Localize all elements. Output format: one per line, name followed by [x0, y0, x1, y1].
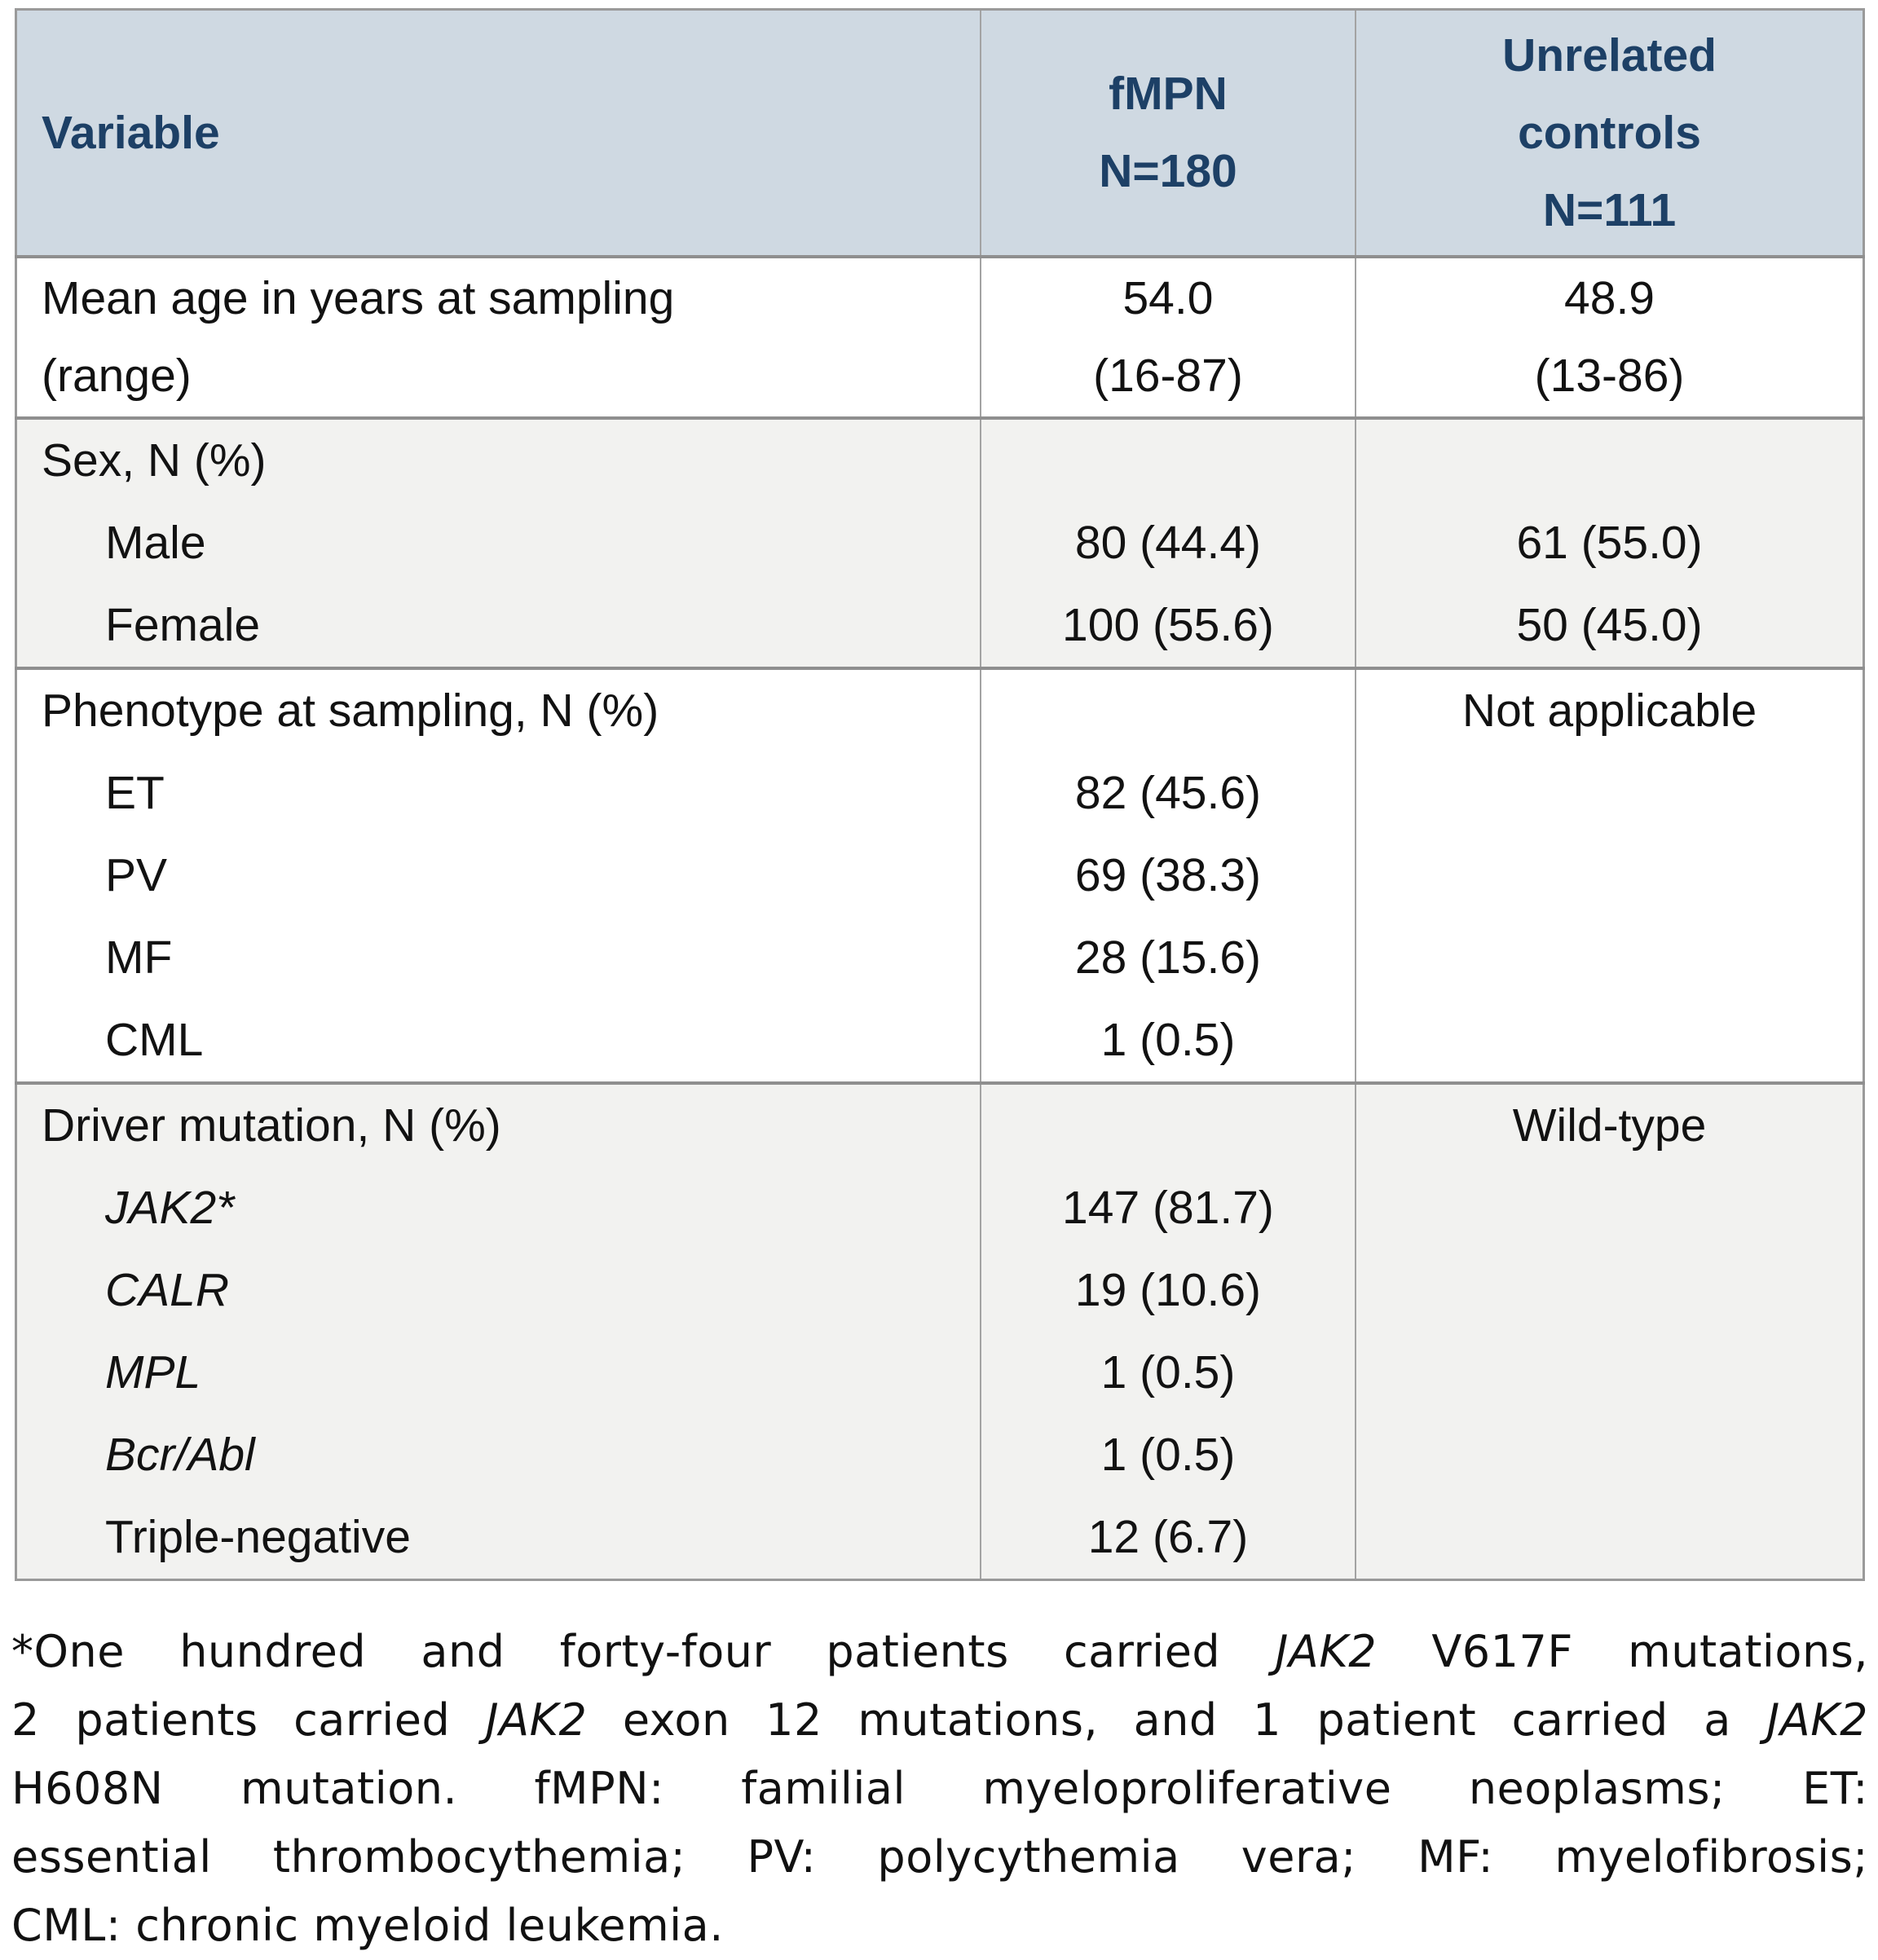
group-phenotype: Phenotype at sampling, N (%) Not applica…: [15, 668, 1864, 1083]
table-row: Phenotype at sampling, N (%) Not applica…: [15, 668, 1864, 752]
value-bcr-abl-fmpn: 1 (0.5): [979, 1414, 1356, 1496]
value-pv-fmpn: 69 (38.3): [979, 835, 1356, 917]
value-male-fmpn: 80 (44.4): [979, 502, 1356, 584]
table-row: MF 28 (15.6): [15, 917, 1864, 999]
value-female-fmpn: 100 (55.6): [979, 584, 1356, 668]
footnote-gene-name: JAK2: [1766, 1694, 1868, 1746]
footnote-line: 2 patients carried JAK2 exon 12 mutation…: [11, 1686, 1868, 1755]
row-label-et: ET: [15, 752, 981, 835]
row-label-mf: MF: [15, 917, 981, 999]
row-label-calr: CALR: [15, 1249, 981, 1332]
group-sex: Sex, N (%) Male 80 (44.4) 61 (55.0) Fema…: [15, 418, 1864, 668]
patient-characteristics-table: Variable fMPN N=180 Unrelated controls N…: [15, 8, 1865, 1581]
row-label-male: Male: [15, 502, 981, 584]
row-label-jak2: JAK2*: [15, 1167, 981, 1249]
footnote-line: H608N mutation. fMPN: familial myeloprol…: [11, 1755, 1868, 1823]
table-row: PV 69 (38.3): [15, 835, 1864, 917]
table-footnote: *One hundred and forty-four patients car…: [11, 1618, 1868, 1960]
value-driver-controls-note: Wild-type: [1355, 1083, 1864, 1167]
footnote-gene-name: JAK2: [1275, 1626, 1378, 1677]
table-row: Mean age in years at sampling (range) 54…: [15, 257, 1864, 418]
header-cell-fmpn: fMPN N=180: [979, 9, 1356, 258]
value-empty: [979, 1083, 1356, 1167]
footnote-text: *One hundred and forty-four patients car…: [11, 1626, 1276, 1677]
footnote-line: *One hundred and forty-four patients car…: [11, 1618, 1868, 1686]
patient-characteristics-figure: Variable fMPN N=180 Unrelated controls N…: [15, 8, 1865, 1581]
value-calr-fmpn: 19 (10.6): [979, 1249, 1356, 1332]
value-triple-negative-fmpn: 12 (6.7): [979, 1496, 1356, 1580]
value-phenotype-controls-note: Not applicable: [1355, 668, 1864, 752]
value-jak2-fmpn: 147 (81.7): [979, 1167, 1356, 1249]
header-cell-variable: Variable: [15, 9, 981, 258]
table-row: ET 82 (45.6): [15, 752, 1864, 835]
table-row: MPL 1 (0.5): [15, 1332, 1864, 1414]
value-female-controls: 50 (45.0): [1355, 584, 1864, 668]
table-row: Sex, N (%): [15, 418, 1864, 502]
row-label-female: Female: [15, 584, 981, 668]
value-cml-fmpn: 1 (0.5): [979, 999, 1356, 1083]
value-mean-age-controls: 48.9 (13-86): [1355, 257, 1864, 418]
footnote-text: 2 patients carried: [11, 1694, 486, 1746]
header-row: Variable fMPN N=180 Unrelated controls N…: [15, 9, 1864, 258]
table-row: CML 1 (0.5): [15, 999, 1864, 1083]
value-empty: [979, 418, 1356, 502]
value-mf-fmpn: 28 (15.6): [979, 917, 1356, 999]
value-empty: [1355, 1414, 1864, 1496]
row-label-sex: Sex, N (%): [15, 418, 981, 502]
row-label-phenotype: Phenotype at sampling, N (%): [15, 668, 981, 752]
footnote-text: exon 12 mutations, and 1 patient carried…: [587, 1694, 1767, 1746]
row-label-pv: PV: [15, 835, 981, 917]
value-et-fmpn: 82 (45.6): [979, 752, 1356, 835]
value-empty: [1355, 1332, 1864, 1414]
footnote-line: essential thrombocythemia; PV: polycythe…: [11, 1823, 1868, 1892]
value-empty: [1355, 1249, 1864, 1332]
footnote-text: V617F mutations,: [1377, 1626, 1868, 1677]
table-row: CALR 19 (10.6): [15, 1249, 1864, 1332]
footnote-line: CML: chronic myeloid leukemia.: [11, 1892, 1868, 1960]
group-driver-mutation: Driver mutation, N (%) Wild-type JAK2* 1…: [15, 1083, 1864, 1580]
table-row: Triple-negative 12 (6.7): [15, 1496, 1864, 1580]
row-label-triple-negative: Triple-negative: [15, 1496, 981, 1580]
value-mpl-fmpn: 1 (0.5): [979, 1332, 1356, 1414]
value-empty: [1355, 917, 1864, 999]
table-row: Male 80 (44.4) 61 (55.0): [15, 502, 1864, 584]
footnote-text: H608N mutation. fMPN: familial myeloprol…: [11, 1763, 1868, 1814]
table-row: Driver mutation, N (%) Wild-type: [15, 1083, 1864, 1167]
table-row: Bcr/Abl 1 (0.5): [15, 1414, 1864, 1496]
footnote-text: CML: chronic myeloid leukemia.: [11, 1900, 724, 1951]
value-empty: [1355, 418, 1864, 502]
value-empty: [1355, 835, 1864, 917]
value-empty: [1355, 1167, 1864, 1249]
value-empty: [1355, 1496, 1864, 1580]
value-mean-age-fmpn: 54.0 (16-87): [979, 257, 1356, 418]
table-row: JAK2* 147 (81.7): [15, 1167, 1864, 1249]
group-mean-age: Mean age in years at sampling (range) 54…: [15, 257, 1864, 418]
value-empty: [1355, 999, 1864, 1083]
footnote-gene-name: JAK2: [485, 1694, 588, 1746]
row-label-driver-mutation: Driver mutation, N (%): [15, 1083, 981, 1167]
row-label-mpl: MPL: [15, 1332, 981, 1414]
table-header: Variable fMPN N=180 Unrelated controls N…: [15, 9, 1864, 258]
value-empty: [1355, 752, 1864, 835]
row-label-bcr-abl: Bcr/Abl: [15, 1414, 981, 1496]
value-empty: [979, 668, 1356, 752]
header-cell-unrelated-controls: Unrelated controls N=111: [1355, 9, 1864, 258]
value-male-controls: 61 (55.0): [1355, 502, 1864, 584]
footnote-text: essential thrombocythemia; PV: polycythe…: [11, 1831, 1868, 1883]
row-label-mean-age: Mean age in years at sampling (range): [15, 257, 981, 418]
table-row: Female 100 (55.6) 50 (45.0): [15, 584, 1864, 668]
row-label-cml: CML: [15, 999, 981, 1083]
